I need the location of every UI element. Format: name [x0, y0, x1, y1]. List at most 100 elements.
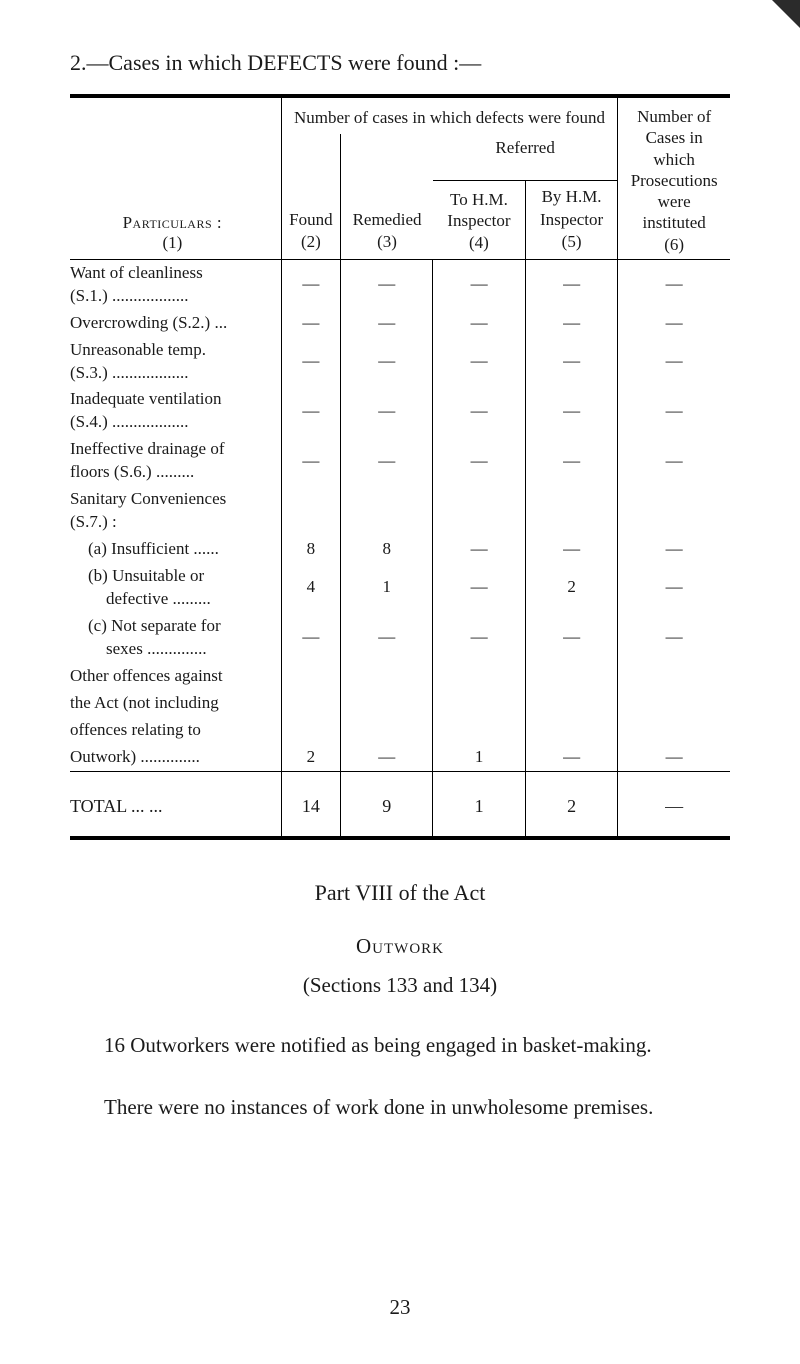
cell: — — [525, 436, 617, 486]
cell — [281, 486, 340, 536]
cell: — — [433, 310, 525, 337]
cell: 2 — [281, 744, 340, 771]
table-row: (c) Not separate forsexes ..............… — [70, 613, 730, 663]
cell: — — [618, 386, 730, 436]
cell — [341, 486, 433, 536]
cell: — — [525, 310, 617, 337]
cell — [281, 663, 340, 690]
cell: — — [341, 386, 433, 436]
hdr-remedied: Remedied — [353, 210, 422, 229]
table-row: (a) Insufficient ......88——— — [70, 536, 730, 563]
cell — [525, 486, 617, 536]
cell: — — [433, 536, 525, 563]
row-label: offences relating to — [70, 717, 281, 744]
cell — [433, 717, 525, 744]
row-label: Want of cleanliness(S.1.) ..............… — [70, 259, 281, 309]
cell: — — [341, 337, 433, 387]
hdr-remedied-num: (3) — [377, 232, 397, 251]
cell — [525, 663, 617, 690]
row-label: the Act (not including — [70, 690, 281, 717]
cell — [618, 663, 730, 690]
cell: — — [618, 613, 730, 663]
cell: — — [341, 310, 433, 337]
cell — [281, 690, 340, 717]
total-tohm: 1 — [433, 776, 525, 836]
hdr-span-title: Number of cases in which defects were fo… — [281, 98, 618, 134]
row-label: Sanitary Conveniences(S.7.) : — [70, 486, 281, 536]
hdr-particulars: Particulars : — [123, 213, 223, 232]
hdr-numcases-l4: were instituted — [642, 192, 705, 232]
hdr-byhm-l2: Inspector — [540, 210, 603, 229]
cell: — — [281, 436, 340, 486]
cell: — — [433, 563, 525, 613]
cell — [341, 717, 433, 744]
hdr-numcases-l1: Number of — [637, 107, 711, 126]
hdr-byhm-num: (5) — [562, 232, 582, 251]
row-label: (c) Not separate forsexes .............. — [70, 613, 281, 663]
cell: — — [281, 613, 340, 663]
cell — [618, 717, 730, 744]
cell: — — [341, 436, 433, 486]
table-row: Ineffective drainage offloors (S.6.) ...… — [70, 436, 730, 486]
cell: 2 — [525, 563, 617, 613]
cell — [281, 717, 340, 744]
cell — [341, 690, 433, 717]
hdr-numcases-l3: Prosecutions — [631, 171, 718, 190]
cell: — — [525, 386, 617, 436]
cell — [433, 690, 525, 717]
cell: — — [341, 744, 433, 771]
cell — [433, 663, 525, 690]
cell: — — [618, 436, 730, 486]
total-found: 14 — [281, 776, 340, 836]
cell: — — [341, 613, 433, 663]
cell — [433, 486, 525, 536]
defects-table: Particulars : (1) Number of cases in whi… — [70, 94, 730, 840]
row-label: Outwork) .............. — [70, 744, 281, 771]
table-row: Inadequate ventilation(S.4.) ...........… — [70, 386, 730, 436]
cell: — — [525, 337, 617, 387]
cell — [341, 663, 433, 690]
hdr-tohm-num: (4) — [469, 233, 489, 252]
cell: — — [525, 613, 617, 663]
cell: — — [281, 310, 340, 337]
cell: — — [525, 744, 617, 771]
cell: — — [618, 563, 730, 613]
cell — [618, 486, 730, 536]
cell — [525, 690, 617, 717]
sections-line: (Sections 133 and 134) — [70, 973, 730, 998]
table-row: (b) Unsuitable ordefective .........41—2… — [70, 563, 730, 613]
total-remedied: 9 — [341, 776, 433, 836]
table-row: the Act (not including — [70, 690, 730, 717]
cell — [618, 690, 730, 717]
table-row: Unreasonable temp.(S.3.) ...............… — [70, 337, 730, 387]
corner-mark — [772, 0, 800, 28]
cell: 1 — [433, 744, 525, 771]
hdr-numcases-num: (6) — [664, 235, 684, 254]
outwork-title: Outwork — [70, 934, 730, 959]
row-label: Other offences against — [70, 663, 281, 690]
total-byhm: 2 — [525, 776, 617, 836]
cell: — — [341, 259, 433, 309]
cell: — — [433, 337, 525, 387]
cell: — — [433, 613, 525, 663]
para-2: There were no instances of work done in … — [70, 1092, 730, 1122]
cell: — — [618, 337, 730, 387]
table-row: Want of cleanliness(S.1.) ..............… — [70, 259, 730, 309]
table-row: offences relating to — [70, 717, 730, 744]
cell: — — [618, 744, 730, 771]
row-label: Inadequate ventilation(S.4.) ...........… — [70, 386, 281, 436]
hdr-referred: Referred — [433, 134, 618, 181]
para-1: 16 Outworkers were notified as being eng… — [70, 1030, 730, 1060]
cell: 1 — [341, 563, 433, 613]
table-row: Sanitary Conveniences(S.7.) : — [70, 486, 730, 536]
cell: 4 — [281, 563, 340, 613]
table-row: Overcrowding (S.2.) ...————— — [70, 310, 730, 337]
cell: — — [618, 310, 730, 337]
cell: — — [281, 259, 340, 309]
table-row: Other offences against — [70, 663, 730, 690]
section-heading: 2.—Cases in which DEFECTS were found :— — [70, 50, 730, 76]
hdr-particulars-num: (1) — [162, 233, 182, 252]
page-number: 23 — [0, 1295, 800, 1320]
cell: — — [433, 259, 525, 309]
hdr-tohm-l2: Inspector — [447, 211, 510, 230]
